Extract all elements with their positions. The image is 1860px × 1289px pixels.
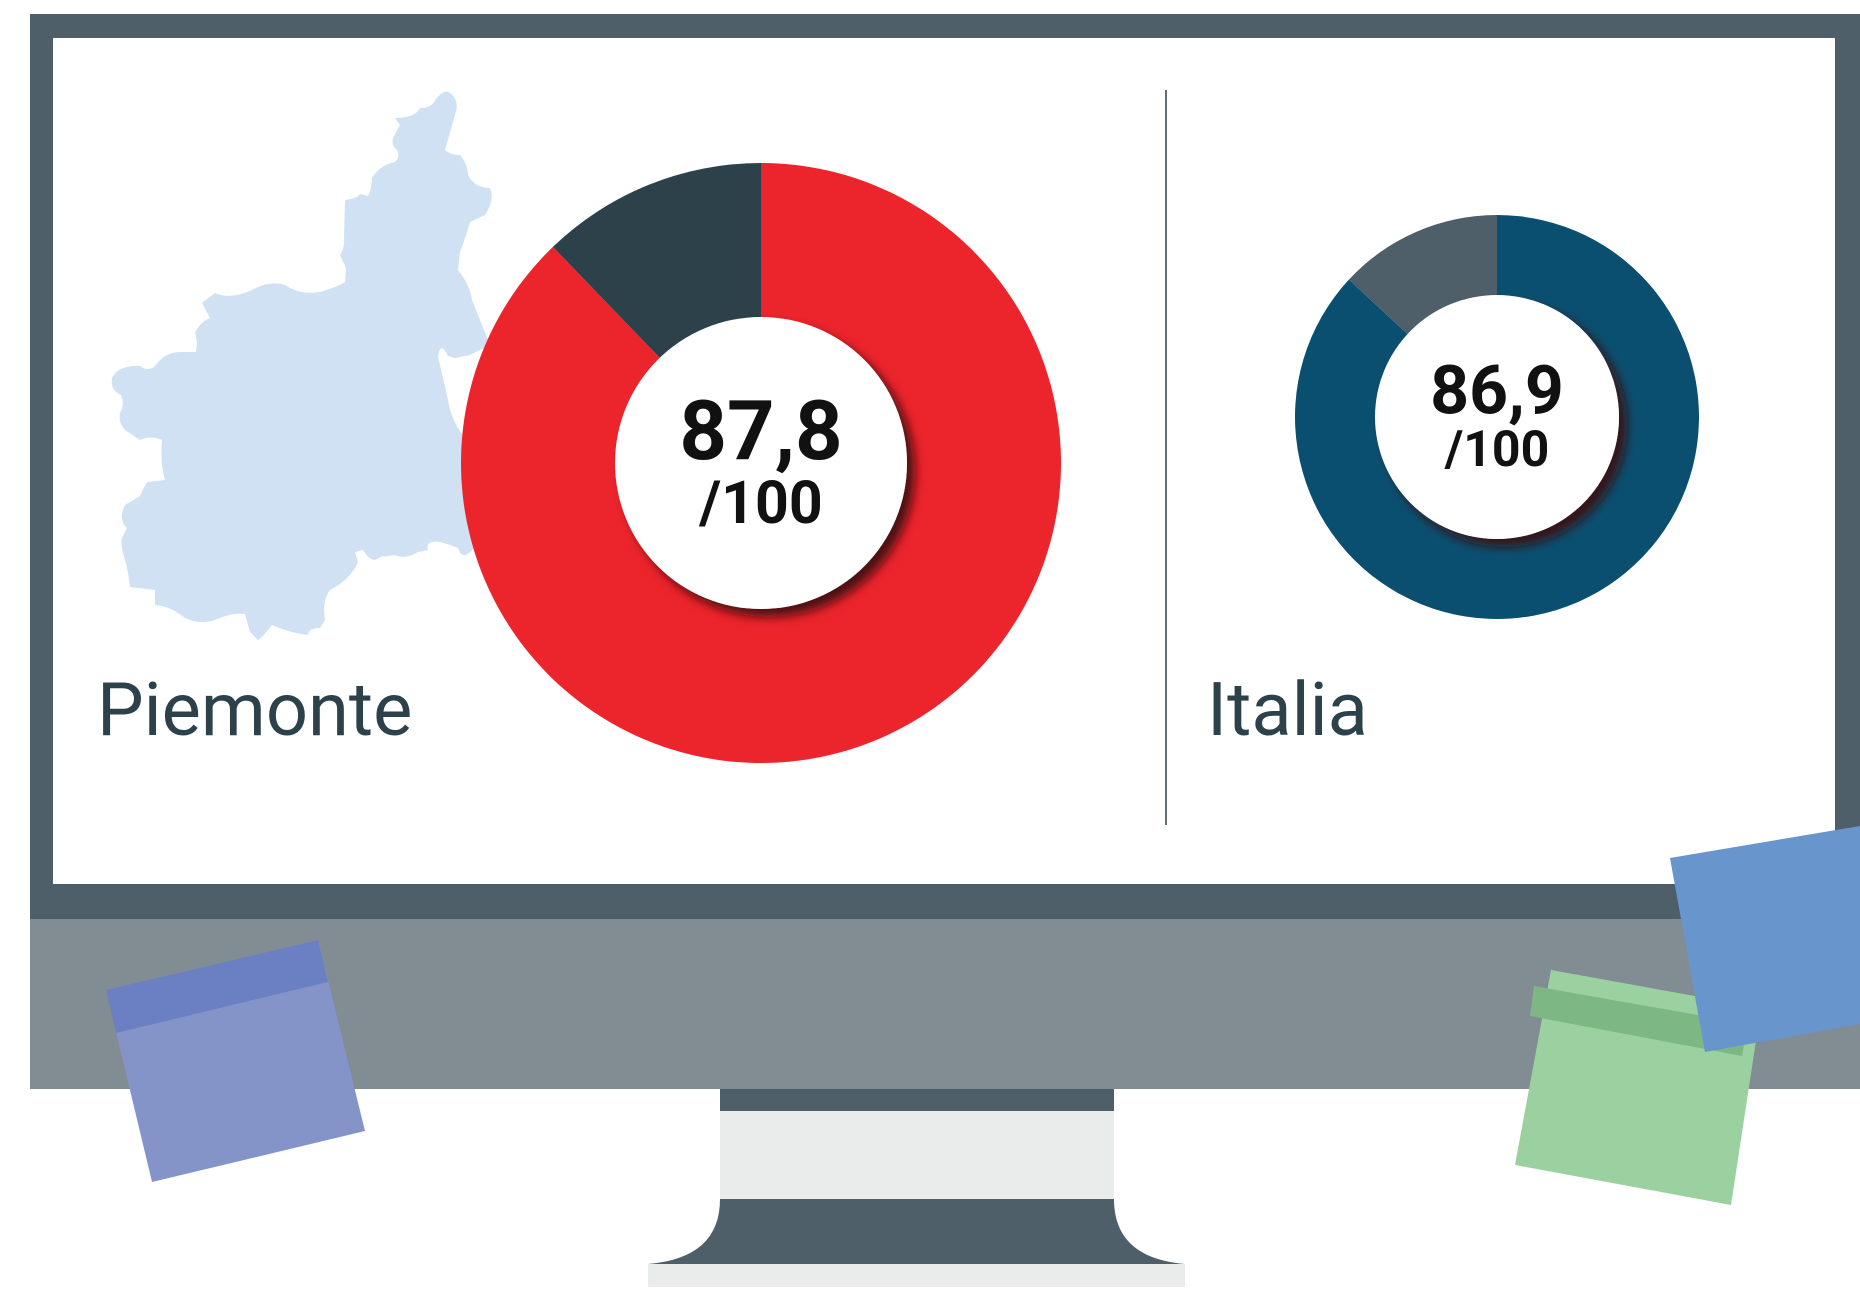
total-label: /100 xyxy=(1444,421,1550,479)
value-label: 86,9 xyxy=(1430,351,1564,431)
stand-foot xyxy=(648,1199,1185,1264)
sticky-note-tape xyxy=(106,940,328,1033)
donut-hole xyxy=(1375,295,1619,539)
stand-base xyxy=(648,1264,1185,1287)
stand-neck xyxy=(720,1111,1114,1199)
region-name: Italia xyxy=(1207,667,1368,754)
stand-neck-top xyxy=(720,1089,1114,1111)
sticky-note xyxy=(1670,826,1860,1052)
total-label: /100 xyxy=(698,469,822,538)
value-label: 87,8 xyxy=(679,383,842,480)
sticky-note-tape xyxy=(1530,986,1748,1056)
region-name: Piemonte xyxy=(97,667,412,754)
donut-hole xyxy=(615,317,907,609)
region-map xyxy=(111,91,531,640)
